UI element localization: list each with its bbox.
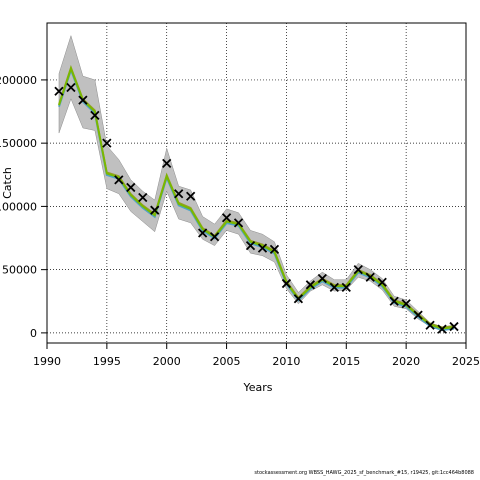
observed-point [365,272,375,282]
observed-point [329,282,339,292]
observed-point [90,110,100,120]
y-tick-label: 150000 [0,137,37,150]
observed-point [197,228,208,238]
observed-point [389,296,399,306]
observed-point [413,310,423,320]
observed-points-layer [54,82,459,334]
x-tick-label: 2025 [452,355,480,368]
observed-point [245,240,256,251]
observed-point [102,138,112,148]
observed-point [78,95,88,105]
observed-point [257,243,268,253]
observed-point [281,278,292,289]
fit-line-1 [58,67,455,331]
observed-point [221,213,232,223]
observed-point [317,273,327,284]
observed-point [305,280,316,290]
fit-line-2 [58,65,455,330]
axes: 1990 1995 2000 2005 2010 2015 2020 2025 0 50000 10… [0,74,480,368]
observed-point [126,182,136,193]
observed-point [174,189,184,199]
fit-line-layer [58,64,455,331]
observed-point [162,158,172,169]
x-tick-label: 2020 [392,355,420,368]
observed-point [437,324,447,334]
observed-point [66,82,76,93]
y-tick-label: 50000 [2,264,37,277]
x-tick-label: 2015 [332,355,360,368]
observed-point [269,244,280,255]
x-axis-title: Years [242,381,272,394]
observed-point [353,265,363,275]
observed-point [150,205,160,215]
x-tick-label: 1990 [33,355,61,368]
observed-point [186,191,196,201]
observed-point [293,294,304,304]
confidence-band [58,34,455,330]
x-tick-label: 2000 [153,355,181,368]
y-tick-label: 100000 [0,200,37,213]
fit-line-3 [58,64,455,329]
x-tick-label: 2005 [213,355,241,368]
y-axis-title: Catch [1,167,14,199]
observed-point [401,299,411,309]
observed-point [54,86,64,96]
y-tick-label: 0 [30,327,37,340]
y-tick-label: 200000 [0,74,37,87]
observed-point [209,232,220,242]
x-tick-label: 2010 [272,355,300,368]
observed-point [425,320,435,330]
observed-point [138,192,148,203]
x-tick-label: 1995 [93,355,121,368]
observed-point [233,218,244,228]
observed-point [114,175,124,185]
source-footer: stockassessment.org WBSS_HAWG_2025_sf_be… [254,470,474,476]
confidence-band-layer [58,34,455,330]
observed-point [449,321,459,332]
observed-point [377,277,387,287]
plot-frame [46,22,467,344]
observed-point [341,282,351,292]
